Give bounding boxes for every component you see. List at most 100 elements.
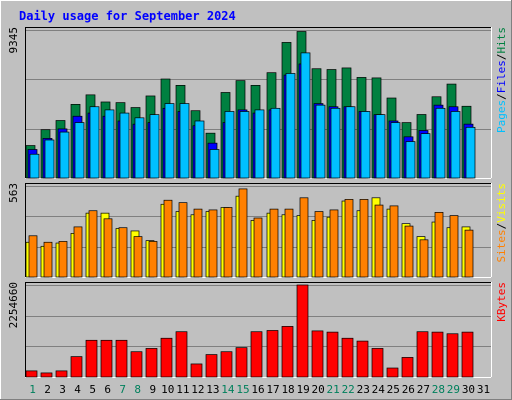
bar-pages xyxy=(239,111,250,179)
day-label: 29 xyxy=(447,383,460,396)
bar-sites xyxy=(269,208,279,278)
bar-kbytes xyxy=(175,331,188,378)
day-label: 8 xyxy=(134,383,141,396)
bar-kbytes xyxy=(431,331,444,378)
bar-pages xyxy=(405,141,416,179)
bar-sites xyxy=(163,199,173,278)
bar-pages xyxy=(194,120,205,179)
bar-kbytes xyxy=(266,330,279,378)
day-label: 15 xyxy=(236,383,249,396)
bar-sites xyxy=(464,229,474,278)
day-label: 25 xyxy=(387,383,400,396)
bar-pages xyxy=(465,126,476,179)
bar-kbytes xyxy=(386,367,399,378)
bar-kbytes xyxy=(326,331,339,378)
chart-panels: 9345 Pages/Files/Hits 563 Sites/Visits 22546… xyxy=(7,27,508,378)
bar-kbytes xyxy=(371,348,384,378)
day-label: 18 xyxy=(281,383,294,396)
bar-kbytes xyxy=(461,331,474,378)
bar-pages xyxy=(149,114,160,179)
day-label: 21 xyxy=(327,383,340,396)
legend: Sites/Visits xyxy=(495,183,508,263)
bar-pages xyxy=(104,109,115,179)
bar-sites xyxy=(284,208,294,278)
legend: Pages/Files/Hits xyxy=(495,27,508,133)
bar-sites xyxy=(193,208,203,278)
bar-kbytes xyxy=(401,357,414,378)
bar-pages xyxy=(285,73,296,179)
day-label: 3 xyxy=(59,383,66,396)
legend-item: Hits xyxy=(495,27,508,54)
panel-hits-files-pages: 9345 Pages/Files/Hits xyxy=(7,27,508,179)
day-label: 13 xyxy=(206,383,219,396)
bar-pages xyxy=(315,104,326,179)
bar-pages xyxy=(74,122,85,179)
day-label: 14 xyxy=(221,383,235,396)
day-label: 7 xyxy=(119,383,126,396)
bar-pages xyxy=(224,111,235,179)
bar-kbytes xyxy=(40,372,53,378)
bar-sites xyxy=(223,207,233,278)
bar-sites xyxy=(449,215,459,278)
day-label: 24 xyxy=(372,383,386,396)
bar-kbytes xyxy=(311,330,324,378)
bar-sites xyxy=(148,241,158,278)
bar-sites xyxy=(238,188,248,278)
bar-kbytes xyxy=(190,363,203,378)
legend-item: / xyxy=(495,223,508,230)
day-label: 4 xyxy=(74,383,81,396)
day-label: 27 xyxy=(417,383,430,396)
y-max-label: 563 xyxy=(7,183,20,203)
bar-kbytes xyxy=(55,370,68,378)
day-label: 28 xyxy=(432,383,445,396)
bar-sites xyxy=(329,209,339,278)
bar-sites xyxy=(299,197,309,278)
bar-sites xyxy=(208,209,218,278)
bar-pages xyxy=(134,117,145,179)
bar-pages xyxy=(44,139,55,179)
bar-sites xyxy=(434,211,444,278)
bar-sites xyxy=(389,205,399,278)
day-label: 17 xyxy=(266,383,279,396)
bar-kbytes xyxy=(145,348,158,378)
bar-kbytes xyxy=(250,331,263,378)
bar-pages xyxy=(420,133,431,179)
bar-pages xyxy=(360,111,371,179)
bar-kbytes xyxy=(100,339,113,378)
y-max-label: 2254660 xyxy=(7,282,20,328)
bar-kbytes xyxy=(235,347,248,378)
bar-sites xyxy=(359,199,369,278)
bar-sites xyxy=(404,225,414,278)
bar-sites xyxy=(178,202,188,278)
bar-pages xyxy=(254,109,265,179)
bar-sites xyxy=(73,226,83,278)
day-label: 22 xyxy=(342,383,355,396)
bar-kbytes xyxy=(296,284,309,378)
bar-kbytes xyxy=(356,340,369,378)
y-max-label: 9345 xyxy=(7,27,20,54)
bar-sites xyxy=(118,227,128,278)
bar-kbytes xyxy=(85,339,98,378)
bar-sites xyxy=(133,236,143,278)
day-labels: 1 2 3 4 5 6 7 8 9 10 11 12 13 14 15 16 17 18 19 20 21 22 23 24 2… xyxy=(29,383,490,396)
day-label: 16 xyxy=(251,383,264,396)
day-label: 5 xyxy=(89,383,96,396)
bar-sites xyxy=(43,241,53,278)
bar-pages xyxy=(179,103,190,179)
panel-visits-sites: 563 Sites/Visits xyxy=(7,183,508,278)
bar-sites xyxy=(58,241,68,278)
legend-item: Pages xyxy=(495,100,508,133)
bar-sites xyxy=(344,199,354,278)
bar-sites xyxy=(28,235,38,278)
day-label: 6 xyxy=(104,383,111,396)
bar-pages xyxy=(330,107,341,179)
bar-pages xyxy=(209,149,220,179)
bar-pages xyxy=(29,153,40,179)
day-label: 11 xyxy=(176,383,189,396)
day-label: 9 xyxy=(149,383,156,396)
bar-sites xyxy=(253,217,263,278)
bar-kbytes xyxy=(205,354,218,378)
legend-item: KBytes xyxy=(495,282,508,322)
bar-pages xyxy=(390,122,401,179)
